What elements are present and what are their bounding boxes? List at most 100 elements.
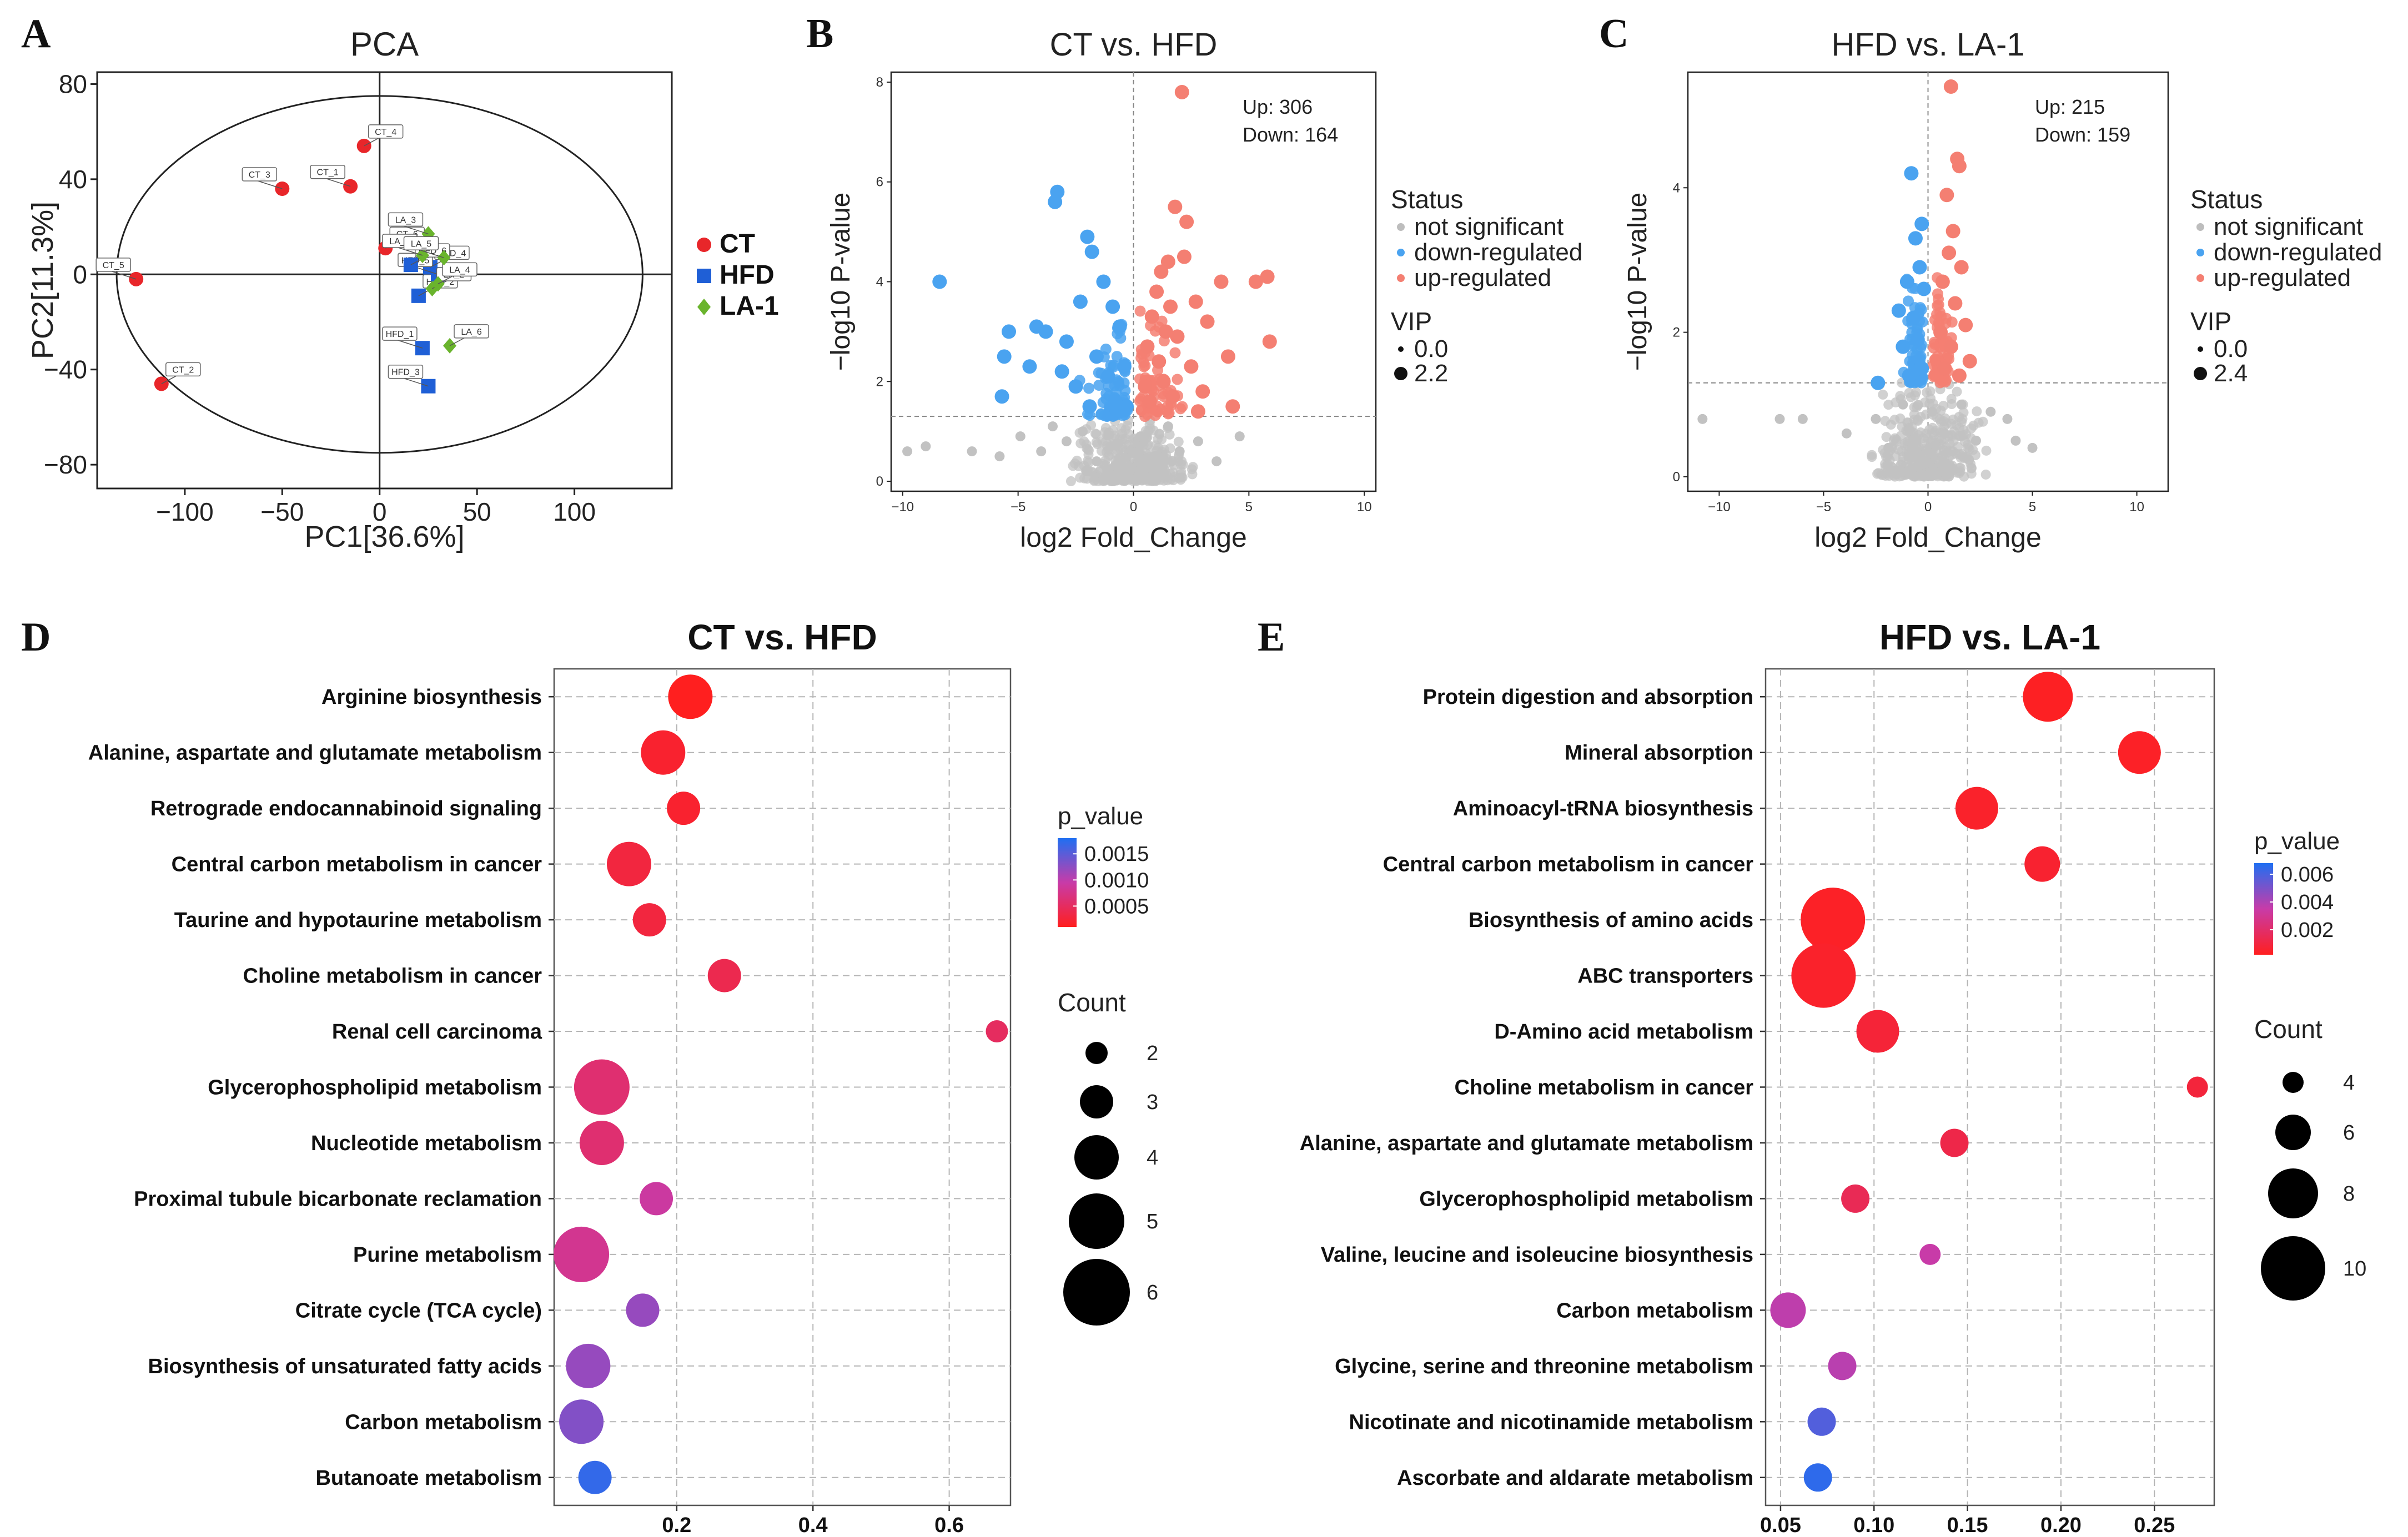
ns-point xyxy=(1173,436,1184,447)
up-point xyxy=(1952,159,1967,174)
up-point xyxy=(1154,264,1169,279)
kegg-hfd-la1-panel: Protein digestion and absorption Mineral … xyxy=(1300,617,2367,1537)
ns-point xyxy=(1697,414,1708,424)
x-tick-label: 0.20 xyxy=(2040,1514,2082,1537)
pathway-bubble xyxy=(986,1020,1008,1043)
up-point xyxy=(1220,349,1235,364)
pathway-label: Carbon metabolism xyxy=(1556,1299,1753,1322)
legend-label: HFD xyxy=(720,260,775,290)
down-count: Down: 164 xyxy=(1243,123,1338,146)
ns-point xyxy=(1174,446,1185,457)
x-tick-label: 0.15 xyxy=(1947,1514,1988,1537)
y-tick-label: 2 xyxy=(876,374,883,389)
pathway-label: Nucleotide metabolism xyxy=(311,1132,542,1155)
ns-point xyxy=(1971,435,1981,446)
y-tick-label: 6 xyxy=(876,175,883,190)
down-point xyxy=(1902,368,1917,383)
ns-point xyxy=(994,451,1005,462)
ns-point xyxy=(1925,468,1936,478)
x-tick-label: 0.05 xyxy=(1760,1514,1801,1537)
point-label: HFD_1 xyxy=(386,330,414,339)
legend-label: up-regulated xyxy=(1414,264,1551,291)
up-point xyxy=(1156,315,1168,327)
ns-point xyxy=(1956,417,1967,427)
pca-point-ct xyxy=(129,271,144,286)
size-legend-label: 2 xyxy=(1147,1042,1158,1065)
size-legend-label: 3 xyxy=(1147,1091,1158,1114)
panel-letter: A xyxy=(21,11,51,57)
up-point xyxy=(1945,224,1960,239)
ns-point xyxy=(1115,444,1125,454)
up-point xyxy=(1149,284,1164,299)
pathway-bubble xyxy=(667,792,701,825)
down-point xyxy=(1916,281,1931,296)
y-tick-label: 4 xyxy=(876,275,883,290)
ns-point xyxy=(1911,387,1921,397)
up-point xyxy=(1200,314,1215,329)
size-legend-marker xyxy=(1063,1259,1130,1326)
ns-point xyxy=(1079,473,1090,483)
point-label: LA_5 xyxy=(411,239,431,249)
point-label: CT_4 xyxy=(375,128,396,137)
pathway-bubble xyxy=(574,1059,630,1115)
up-count: Up: 215 xyxy=(2035,95,2105,118)
ns-point xyxy=(1867,450,1877,460)
pathway-bubble xyxy=(554,1226,610,1282)
down-point xyxy=(1080,229,1095,244)
down-count: Down: 159 xyxy=(2035,123,2130,146)
kegg-ct-hfd-panel: Arginine biosynthesis Alanine, aspartate … xyxy=(88,617,1158,1537)
legend-label: not significant xyxy=(2214,213,2363,240)
ns-point xyxy=(1891,451,1901,461)
ns-point xyxy=(1941,442,1952,453)
ns-point xyxy=(1115,471,1126,482)
point-label: CT_3 xyxy=(249,170,270,180)
up-point xyxy=(1170,329,1185,344)
pathway-bubble xyxy=(1841,1184,1870,1213)
ns-point xyxy=(1147,471,1157,482)
down-point xyxy=(1048,194,1063,209)
down-point xyxy=(1914,361,1929,376)
ns-point xyxy=(1166,456,1177,466)
up-point xyxy=(1195,384,1210,399)
pathway-label: Renal cell carcinoma xyxy=(332,1020,542,1044)
up-point xyxy=(1260,269,1275,284)
legend-label: LA-1 xyxy=(720,291,779,321)
y-tick-label: −80 xyxy=(44,450,87,479)
point-label-box xyxy=(382,326,418,341)
up-point xyxy=(1948,296,1963,311)
size-legend-label: 10 xyxy=(2343,1257,2366,1281)
down-point xyxy=(1095,409,1107,420)
volcano-ct-hfd-panel: −10 −5 0 5 10 0 2 4 6 8 CT vs. HFD log2 Fold_Change… xyxy=(826,27,1582,553)
up-point xyxy=(1943,339,1958,354)
point-label-box xyxy=(388,364,424,379)
ns-point xyxy=(1133,474,1143,485)
ns-point xyxy=(1124,471,1134,482)
pathway-label: D-Amino acid metabolism xyxy=(1494,1020,1753,1044)
x-tick-label: 5 xyxy=(2029,500,2036,515)
pathway-bubble xyxy=(641,730,686,775)
color-legend-title: p_value xyxy=(1058,803,1143,830)
y-tick-label: 4 xyxy=(1673,180,1680,195)
legend-marker xyxy=(1397,249,1405,256)
legend-marker xyxy=(697,269,711,283)
ns-point xyxy=(1083,465,1093,476)
pathway-bubble xyxy=(2023,672,2073,722)
pathway-label: Butanoate metabolism xyxy=(315,1467,542,1490)
vip-legend-marker xyxy=(1398,346,1404,352)
color-bar-label: 0.0015 xyxy=(1084,843,1149,866)
y-tick-label: 8 xyxy=(876,75,883,90)
ns-point xyxy=(1104,427,1114,438)
point-label: LA_3 xyxy=(395,215,416,225)
down-point xyxy=(1903,295,1914,307)
color-bar-label: 0.0010 xyxy=(1084,869,1149,892)
down-point xyxy=(1896,339,1911,354)
down-point xyxy=(1906,310,1921,325)
color-bar-label: 0.006 xyxy=(2281,863,2334,886)
up-point xyxy=(1942,245,1957,260)
legend-title: Status xyxy=(1391,185,1463,214)
y-tick-label: 0 xyxy=(876,474,883,489)
down-point xyxy=(1904,166,1919,181)
ns-point xyxy=(1902,426,1913,437)
y-tick-label: 0 xyxy=(1673,470,1680,485)
up-point xyxy=(1928,371,1940,382)
